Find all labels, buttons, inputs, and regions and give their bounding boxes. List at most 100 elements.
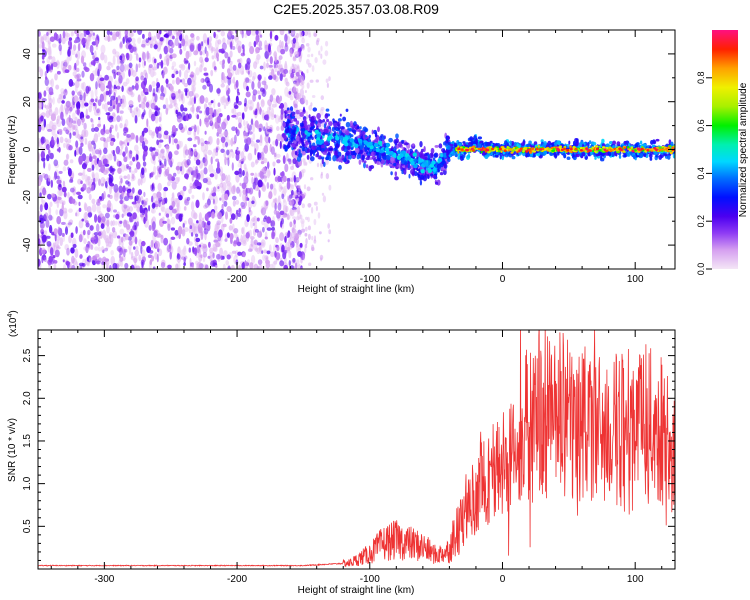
heatmap-cell [293,175,296,183]
heatmap-cell [410,160,415,166]
heatmap-cell [331,126,335,132]
heatmap-cell [247,131,253,135]
heatmap-cell [271,88,276,96]
heatmap-cell [333,130,337,137]
heatmap-cell [668,139,672,145]
heatmap-cell [236,88,240,94]
heatmap-cell [253,263,259,269]
heatmap-cell [206,187,209,192]
heatmap-cell [82,229,86,236]
heatmap-cell [81,117,85,123]
heatmap-cell [38,92,42,100]
heatmap-cell [113,84,117,90]
heatmap-cell [225,211,228,220]
heatmap-cell [261,80,267,86]
heatmap-cell [92,32,95,36]
heatmap-cell [191,97,195,107]
heatmap-cell [217,186,220,190]
heatmap-cell [175,176,179,185]
heatmap-cell [237,163,241,168]
heatmap-cell [149,146,154,152]
heatmap-cell [152,71,157,76]
heatmap-cell [313,32,318,37]
heatmap-cell [231,265,234,269]
heatmap-cell [91,259,97,266]
heatmap-cell [184,125,188,131]
heatmap-cell [58,183,62,188]
heatmap-cell [217,39,222,45]
heatmap-cell [159,218,164,227]
heatmap-cell [82,62,87,67]
heatmap-cell [275,237,279,244]
heatmap-cell [251,176,254,185]
heatmap-cell [306,69,309,74]
heatmap-cell [339,135,344,141]
heatmap-cell [190,232,194,237]
heatmap-cell [446,140,449,144]
heatmap-cell [288,260,291,267]
heatmap-cell [123,248,126,258]
heatmap-cell [162,66,168,75]
heatmap-cell [285,42,288,48]
heatmap-cell [63,159,69,166]
heatmap-cell [38,30,41,37]
heatmap-cell [438,143,443,149]
heatmap-cell [98,63,102,72]
heatmap-cell [176,143,180,150]
heatmap-cell [299,88,305,97]
heatmap-cell [158,166,162,175]
heatmap-cell [608,140,613,145]
heatmap-cell [301,141,305,147]
heatmap-cell [85,155,90,164]
heatmap-cell [98,83,101,88]
heatmap-cell [467,153,470,158]
heatmap-cell [100,176,106,185]
heatmap-cell [109,140,114,147]
heatmap-cell [78,219,84,229]
heatmap-cell [286,180,291,190]
heatmap-cell [235,79,239,89]
heatmap-cell [145,213,148,222]
heatmap-cell [203,167,208,175]
heatmap-cell [43,160,46,169]
heatmap-cell [167,264,172,269]
heatmap-cell [289,95,294,101]
heatmap-cell [67,167,72,177]
heatmap-cell [305,237,308,245]
heatmap-cell [143,127,149,133]
heatmap-cell [302,106,306,113]
heatmap-cell [190,262,193,267]
heatmap-cell [178,122,184,131]
heatmap-cell [158,212,161,216]
heatmap-cell [197,43,202,52]
heatmap-cell [210,156,213,165]
heatmap-cell [102,249,105,254]
heatmap-cell [292,216,297,220]
heatmap-cell [186,158,191,166]
heatmap-cell [230,213,236,220]
heatmap-cell [47,175,51,182]
heatmap-cell [137,205,141,213]
heatmap-cell [345,150,350,156]
heatmap-cell [45,219,50,228]
heatmap-cell [48,55,53,60]
heatmap-cell [314,129,319,134]
heatmap-cell [279,140,282,150]
heatmap-cell [45,143,50,151]
heatmap-cell [83,92,86,101]
heatmap-cell [408,173,411,179]
heatmap-cell [368,141,373,146]
heatmap-cell [178,89,181,94]
heatmap-cell [202,251,208,258]
heatmap-cell [358,138,363,144]
heatmap-cell [279,260,285,267]
heatmap-cell [45,123,51,131]
heatmap-cell [109,264,112,269]
heatmap-cell [182,223,185,228]
heatmap-cell [85,30,90,36]
heatmap-cell [245,187,248,197]
heatmap-cell [85,108,88,116]
heatmap-cell [159,95,164,100]
heatmap-cell [194,233,199,238]
heatmap-cell [151,195,154,203]
